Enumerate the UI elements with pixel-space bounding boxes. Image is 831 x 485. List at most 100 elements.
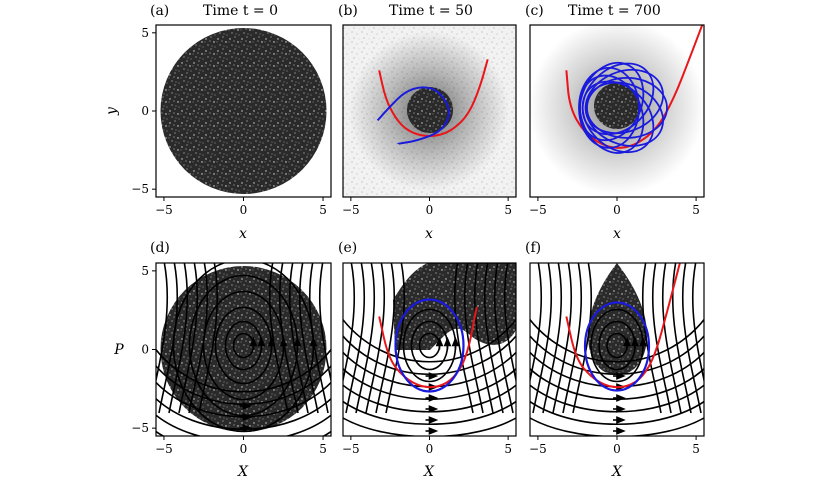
streamline xyxy=(691,263,704,384)
panel-label-d: (d) xyxy=(150,240,170,256)
y-axis-label-top: y xyxy=(104,106,120,116)
x-tick-label: 0 xyxy=(613,442,621,456)
panel-label-c: (c) xyxy=(525,3,544,19)
panel-f-plot xyxy=(530,263,704,436)
x-tick-label: 0 xyxy=(613,203,621,217)
streamline xyxy=(156,263,169,384)
x-axis-label-a: x xyxy=(239,226,247,242)
streamline xyxy=(375,263,396,414)
streamline xyxy=(156,348,331,393)
particle-core xyxy=(594,83,640,129)
streamline xyxy=(483,263,504,414)
streamline xyxy=(503,263,516,384)
blue-curve xyxy=(376,86,450,145)
x-tick-label: 5 xyxy=(692,203,700,217)
x-axis-label-b: x xyxy=(425,226,433,242)
streamline xyxy=(542,263,563,414)
x-tick-label: −5 xyxy=(529,203,547,217)
streamline xyxy=(651,263,672,414)
x-tick-label: −5 xyxy=(342,442,360,456)
streamline xyxy=(463,263,484,414)
y-tick-label: −5 xyxy=(131,421,149,435)
blue-orbit xyxy=(583,301,651,392)
streamline xyxy=(343,318,516,363)
streamline xyxy=(343,334,516,376)
panel-label-a: (a) xyxy=(150,3,169,19)
x-axis-label-e: X xyxy=(423,464,435,480)
streamline xyxy=(530,383,704,413)
red-curve xyxy=(378,306,478,389)
y-tick-label: 0 xyxy=(141,343,149,357)
streamline xyxy=(156,413,331,436)
x-axis-label-f: X xyxy=(611,464,623,480)
panel-d-plot xyxy=(156,263,331,436)
streamline xyxy=(298,263,319,414)
y-tick-label: −5 xyxy=(131,182,149,196)
streamline xyxy=(198,263,219,414)
blue-orbit xyxy=(394,298,465,393)
particle-region xyxy=(588,263,647,375)
x-axis-label-c: x xyxy=(613,226,621,242)
tick-marks: −5 0 5 −5 0 5 −5 0 5 −5 0 5 −5 0 5 −5 0 5 −5 0 5 −5 0 5 xyxy=(131,26,700,456)
red-curve xyxy=(565,25,704,149)
streamline xyxy=(661,263,682,414)
blue-orbit-loop xyxy=(584,68,664,135)
streamline xyxy=(562,263,583,414)
streamline xyxy=(532,263,553,414)
streamline xyxy=(681,263,702,414)
streamline xyxy=(278,263,299,414)
x-tick-label: −5 xyxy=(155,203,173,217)
blue-orbit-loop xyxy=(581,62,655,136)
streamline xyxy=(493,263,514,414)
streamline xyxy=(156,381,331,418)
panel-a-plot xyxy=(160,28,327,194)
x-tick-label: 5 xyxy=(504,203,512,217)
panel-label-e: (e) xyxy=(338,240,357,256)
streamline xyxy=(308,263,329,414)
streamline xyxy=(530,367,704,400)
streamline xyxy=(343,416,516,436)
x-tick-label: 0 xyxy=(426,203,434,217)
x-tick-label: 5 xyxy=(692,442,700,456)
y-tick-label: 0 xyxy=(141,104,149,118)
streamline xyxy=(158,263,179,414)
panel-title-a: Time t = 0 xyxy=(203,3,278,19)
streamline xyxy=(572,263,593,414)
x-tick-label: −5 xyxy=(342,203,360,217)
x-tick-label: 0 xyxy=(426,442,434,456)
streamline xyxy=(355,263,376,414)
x-axis-label-d: X xyxy=(237,464,249,480)
streamline xyxy=(530,263,543,384)
streamline xyxy=(156,364,331,406)
x-tick-label: 0 xyxy=(240,203,248,217)
red-curve xyxy=(565,263,681,389)
streamline xyxy=(288,263,309,414)
particle-core xyxy=(407,87,453,133)
x-tick-label: 5 xyxy=(319,203,327,217)
streamline xyxy=(343,367,516,400)
panel-e-plot xyxy=(343,263,516,436)
x-tick-label: −5 xyxy=(529,442,547,456)
y-tick-label: 5 xyxy=(141,26,149,40)
streamline xyxy=(178,263,199,414)
streamline xyxy=(473,263,494,414)
streamline xyxy=(268,263,289,414)
streamline xyxy=(318,263,331,384)
streamline xyxy=(671,263,692,414)
streamline xyxy=(453,263,474,414)
x-tick-label: 5 xyxy=(319,442,327,456)
particle-disk xyxy=(160,28,327,194)
streamline xyxy=(641,263,662,414)
streamline xyxy=(552,263,573,414)
streamline xyxy=(343,263,356,384)
panel-b-plot xyxy=(343,25,516,197)
streamline xyxy=(530,416,704,436)
blue-orbit-loop xyxy=(586,76,668,139)
streamline xyxy=(530,318,704,363)
streamline xyxy=(188,263,209,414)
panel-title-b: Time t = 50 xyxy=(389,3,473,19)
x-tick-label: −5 xyxy=(155,442,173,456)
panel-label-b: (b) xyxy=(338,3,358,19)
x-tick-label: 5 xyxy=(504,442,512,456)
panel-title-c: Time t = 700 xyxy=(568,3,661,19)
